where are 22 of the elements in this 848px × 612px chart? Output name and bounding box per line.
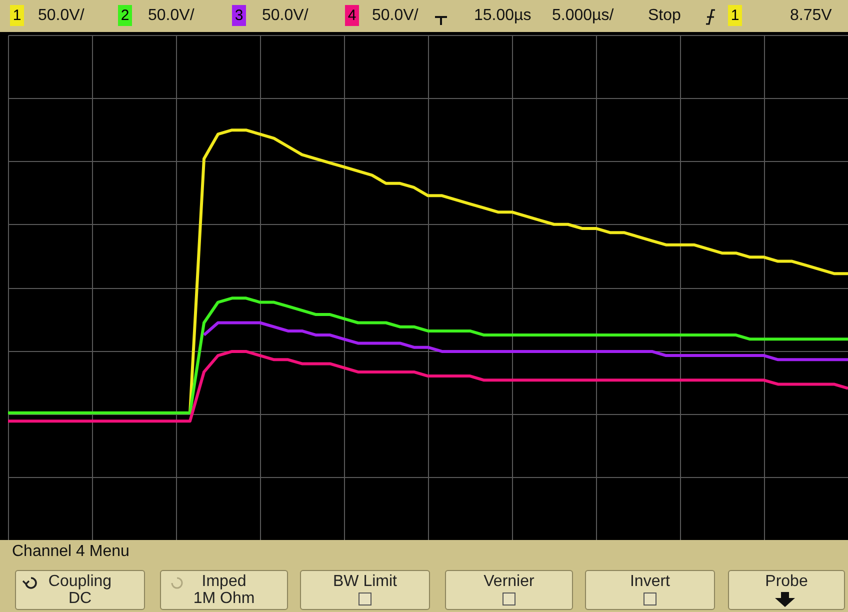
text: 2 xyxy=(118,5,132,26)
text: 50.0V/ xyxy=(372,7,418,25)
text: BW Limit xyxy=(332,573,398,590)
text: 5.000µs/ xyxy=(552,7,614,25)
text: Channel 4 Menu xyxy=(12,543,130,561)
text: 15.00µs xyxy=(474,7,532,25)
text: DC xyxy=(67,590,93,607)
text: Stop xyxy=(648,7,681,25)
text: 50.0V/ xyxy=(262,7,308,25)
text: 50.0V/ xyxy=(38,7,84,25)
text: 50.0V/ xyxy=(148,7,194,25)
text: 1 xyxy=(728,5,742,26)
text: 4 xyxy=(345,5,359,26)
text: 1 xyxy=(10,5,24,26)
text: Probe xyxy=(764,573,809,590)
text: Coupling xyxy=(47,573,113,590)
text: 3 xyxy=(232,5,246,26)
text: Invert xyxy=(628,573,671,590)
text: Imped xyxy=(200,573,248,590)
text: 1M Ohm xyxy=(192,590,256,607)
text: 8.75V xyxy=(790,7,832,25)
text: Vernier xyxy=(482,573,536,590)
